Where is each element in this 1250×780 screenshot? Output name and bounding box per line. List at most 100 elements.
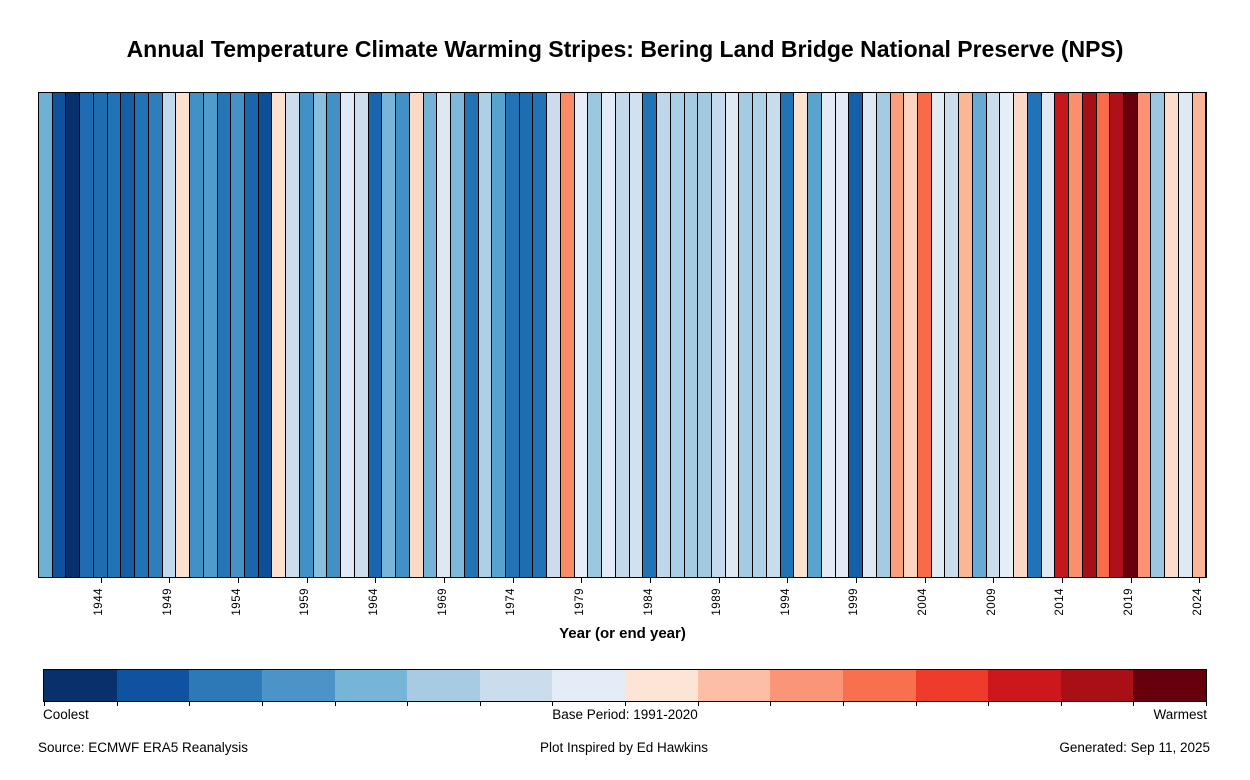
x-tick-1979	[581, 578, 583, 583]
x-axis-label: Year (or end year)	[559, 625, 686, 642]
stripe-2017	[1096, 93, 1110, 577]
stripe-1995	[794, 93, 808, 577]
stripe-1971	[464, 93, 478, 577]
x-tick-label-1944: 1944	[93, 588, 106, 616]
stripe-1991	[739, 93, 753, 577]
stripe-1993	[766, 93, 780, 577]
colorbar-tick-11	[842, 702, 844, 706]
stripe-1969	[437, 93, 451, 577]
x-tick-label-1979: 1979	[573, 588, 586, 616]
colorbar-tick-6	[479, 702, 481, 706]
stripe-1996	[808, 93, 821, 577]
colorbar-segment-16	[1133, 670, 1206, 701]
colorbar-tick-8	[625, 702, 626, 706]
colorbar	[43, 669, 1207, 702]
stripe-2014	[1055, 93, 1069, 577]
colorbar-tick-16	[1206, 702, 1207, 706]
stripe-1956	[258, 93, 272, 577]
stripe-1978	[560, 93, 574, 577]
stripe-1973	[492, 93, 505, 577]
stripe-1972	[478, 93, 492, 577]
stripe-1965	[382, 93, 396, 577]
stripe-1963	[354, 93, 368, 577]
stripe-2021	[1151, 93, 1165, 577]
colorbar-label-warmest: Warmest	[1153, 707, 1208, 722]
stripe-1975	[519, 93, 533, 577]
colorbar-segment-1	[44, 670, 117, 701]
x-tick-label-1984: 1984	[642, 588, 655, 616]
x-tick-label-1954: 1954	[230, 588, 243, 616]
colorbar-tick-7	[552, 702, 554, 706]
stripe-1951	[190, 93, 203, 577]
stripe-2007	[959, 93, 972, 577]
x-tick-1989	[718, 578, 720, 583]
x-tick-1964	[375, 578, 377, 583]
stripe-2008	[972, 93, 986, 577]
stripe-2020	[1137, 93, 1151, 577]
stripe-1998	[835, 93, 849, 577]
stripe-1984	[643, 93, 657, 577]
x-tick-2009	[993, 578, 995, 583]
x-tick-1974	[512, 578, 514, 583]
colorbar-label-base-period: Base Period: 1991-2020	[552, 707, 698, 722]
colorbar-segment-14	[988, 670, 1061, 701]
colorbar-segment-7	[479, 670, 553, 701]
stripe-1941	[52, 93, 66, 577]
colorbar-segment-9	[625, 670, 698, 701]
colorbar-segment-4	[261, 670, 335, 701]
stripe-1943	[80, 93, 93, 577]
x-tick-label-2024: 2024	[1191, 588, 1204, 616]
stripe-2004	[918, 93, 931, 577]
stripe-1953	[217, 93, 231, 577]
colorbar-label-coolest: Coolest	[43, 707, 89, 722]
x-tick-1949	[169, 578, 171, 583]
stripe-2006	[945, 93, 959, 577]
colorbar-tick-13	[988, 702, 990, 706]
stripe-1946	[121, 93, 135, 577]
x-tick-label-1969: 1969	[436, 588, 449, 616]
stripes-plot-area	[38, 92, 1207, 578]
x-tick-label-1974: 1974	[505, 588, 518, 616]
colorbar-segment-15	[1060, 670, 1134, 701]
stripe-1997	[821, 93, 835, 577]
stripe-2000	[863, 93, 876, 577]
stripe-1942	[66, 93, 80, 577]
stripe-1979	[574, 93, 588, 577]
colorbar-tick-15	[1133, 702, 1135, 706]
stripe-1988	[698, 93, 711, 577]
stripe-2012	[1027, 93, 1041, 577]
stripe-1968	[423, 93, 437, 577]
stripe-2010	[1000, 93, 1014, 577]
x-tick-label-1989: 1989	[711, 588, 724, 616]
stripe-1964	[368, 93, 382, 577]
stripe-1959	[299, 93, 313, 577]
x-tick-label-1964: 1964	[367, 588, 380, 616]
x-tick-label-1959: 1959	[299, 588, 312, 616]
stripe-1985	[657, 93, 670, 577]
footer-source: Source: ECMWF ERA5 Reanalysis	[38, 740, 249, 755]
stripe-1970	[451, 93, 464, 577]
x-tick-1959	[306, 578, 308, 583]
x-tick-label-1949: 1949	[161, 588, 174, 616]
stripe-1992	[753, 93, 766, 577]
colorbar-tick-12	[915, 702, 917, 706]
stripe-1954	[231, 93, 245, 577]
stripe-1980	[588, 93, 602, 577]
colorbar-tick-9	[697, 702, 699, 706]
stripe-2013	[1041, 93, 1055, 577]
chart-title: Annual Temperature Climate Warming Strip…	[126, 36, 1124, 62]
stripe-1982	[615, 93, 629, 577]
stripe-2011	[1014, 93, 1027, 577]
x-tick-label-2004: 2004	[917, 588, 929, 616]
stripe-2015	[1069, 93, 1082, 577]
stripe-1950	[176, 93, 190, 577]
stripe-1967	[409, 93, 423, 577]
stripe-1987	[684, 93, 698, 577]
colorbar-tick-2	[189, 702, 191, 706]
stripe-1990	[725, 93, 739, 577]
colorbar-segment-10	[697, 670, 771, 701]
stripe-1945	[107, 93, 121, 577]
colorbar-tick-4	[334, 702, 336, 706]
x-tick-1954	[238, 578, 240, 583]
stripe-1976	[533, 93, 547, 577]
